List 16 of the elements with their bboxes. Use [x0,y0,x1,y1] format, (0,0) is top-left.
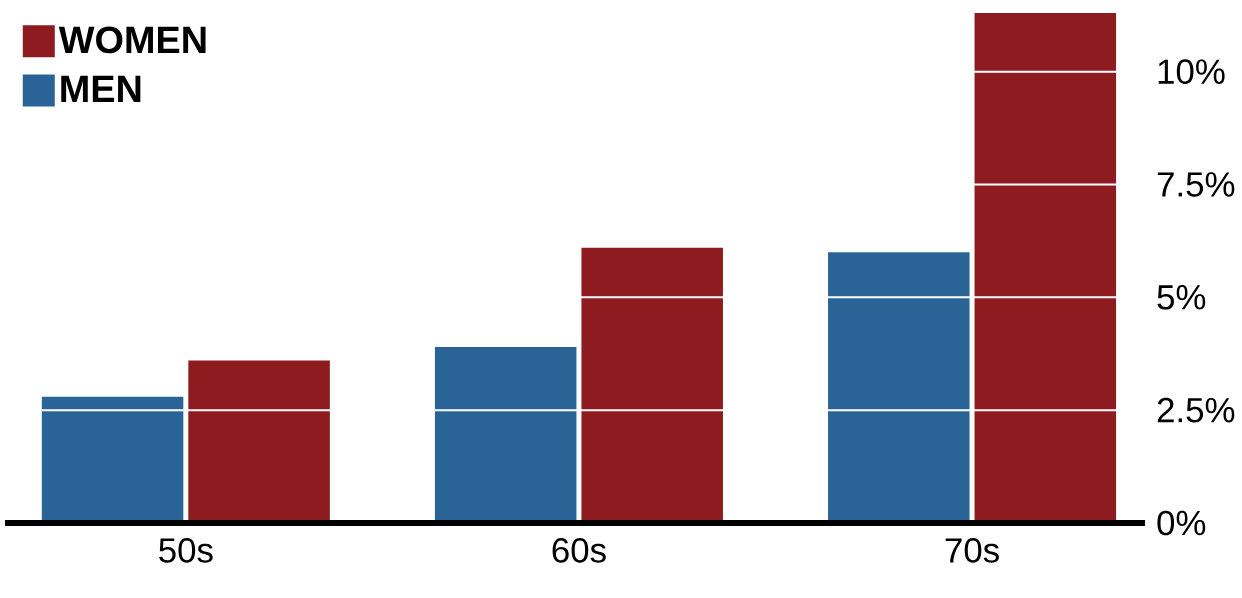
y-tick-label: 0% [1157,510,1206,536]
bar [434,346,577,523]
bar [188,360,330,523]
y-tick-label: 7.5% [1157,172,1235,197]
bar [581,247,723,523]
bar [974,12,1117,523]
legend-label: MEN [61,75,141,102]
legend-label: WOMEN [58,26,206,54]
x-tick-label: 50s [159,538,213,563]
y-tick-label: 5% [1157,285,1206,310]
x-tick-label: 70s [945,538,999,563]
y-tick-label: 10% [1158,59,1225,85]
bar [41,396,184,523]
bar [828,252,970,523]
x-tick-label: 60s [552,538,606,563]
y-tick-label: 2.5% [1157,397,1235,423]
